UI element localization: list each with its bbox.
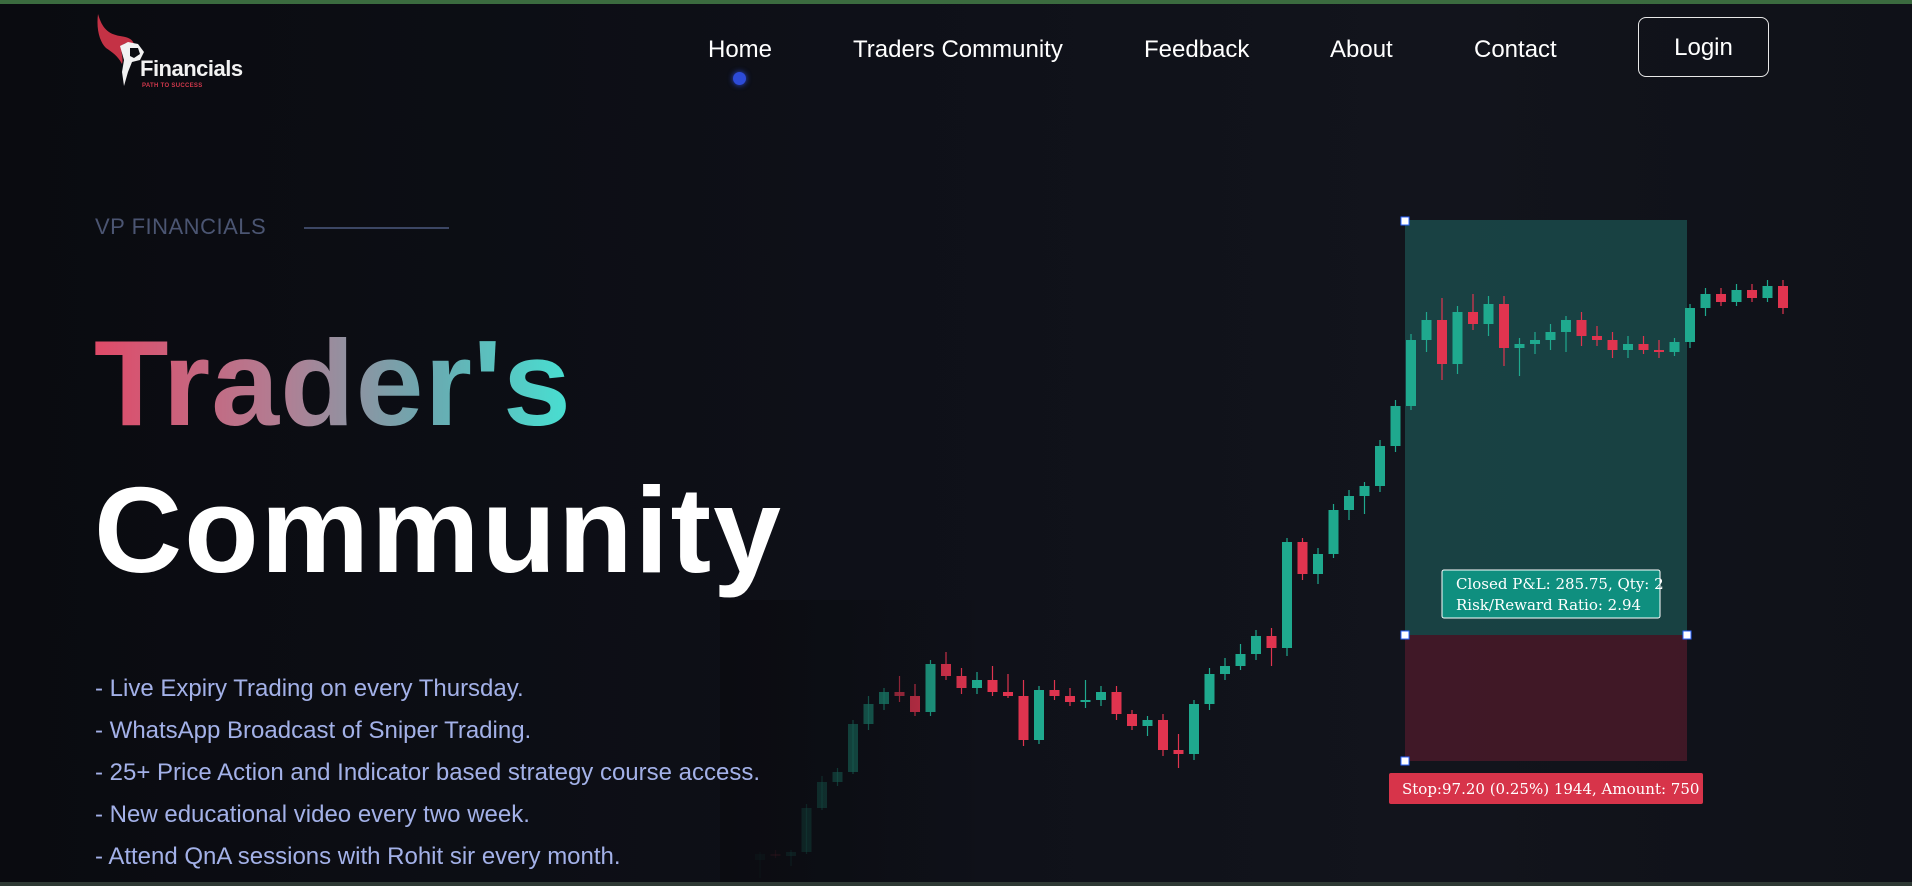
candle-up xyxy=(1282,542,1292,648)
active-nav-indicator xyxy=(733,72,746,85)
candle-up xyxy=(1669,342,1680,352)
candle-up xyxy=(1483,304,1494,324)
zone-handle-top-left[interactable] xyxy=(1400,216,1410,226)
candle-up xyxy=(1685,308,1695,342)
feature-item: - WhatsApp Broadcast of Sniper Trading. xyxy=(95,717,532,744)
brand-logo[interactable]: Financials PATH TO SUCCESS xyxy=(94,12,254,89)
candle-up xyxy=(1375,446,1385,486)
pnl-label-line1: Closed P&L: 285.75, Qty: 2 xyxy=(1456,575,1664,593)
candle-up xyxy=(1561,320,1571,332)
candle-up xyxy=(1328,510,1339,554)
candle-up xyxy=(1623,344,1633,350)
main-nav: Home Traders Community Feedback About Co… xyxy=(0,18,1912,78)
candle-up xyxy=(1034,690,1044,740)
hero-title-line2: Community xyxy=(94,462,783,598)
bottom-border xyxy=(0,882,1912,886)
top-accent-line xyxy=(0,0,1912,4)
candle-down xyxy=(1111,692,1122,714)
candle-up xyxy=(1313,554,1323,574)
candle-up xyxy=(1421,320,1432,340)
candle-down xyxy=(1437,320,1447,364)
candle-down xyxy=(1747,290,1757,298)
pnl-label: Closed P&L: 285.75, Qty: 2 Risk/Reward R… xyxy=(1441,569,1664,619)
zone-handle-mid-right[interactable] xyxy=(1682,630,1692,640)
candle-up xyxy=(1406,340,1416,406)
candle-up xyxy=(1189,704,1199,754)
stop-label-text: Stop:97.20 (0.25%) 1944, Amount: 750 xyxy=(1402,780,1699,798)
candle-up xyxy=(1204,674,1215,704)
candle-up xyxy=(1530,340,1540,344)
candle-down xyxy=(1654,350,1664,352)
candle-up xyxy=(1452,312,1463,364)
candle-down xyxy=(1638,344,1649,350)
candle-down xyxy=(1127,714,1137,726)
target-zone xyxy=(1405,220,1687,635)
eyebrow-divider xyxy=(304,227,449,229)
candle-down xyxy=(1173,750,1184,754)
bull-icon xyxy=(97,14,144,86)
hero-title-line1: Trader's xyxy=(94,315,572,451)
candle-down xyxy=(1065,696,1075,702)
candle-down xyxy=(1297,542,1308,574)
nav-feedback[interactable]: Feedback xyxy=(1144,36,1250,63)
candle-up xyxy=(1514,344,1525,348)
stop-label: Stop:97.20 (0.25%) 1944, Amount: 750 xyxy=(1389,773,1703,804)
candle-up xyxy=(1251,636,1261,654)
nav-about[interactable]: About xyxy=(1330,36,1393,63)
candle-down xyxy=(1499,304,1509,348)
candle-up xyxy=(1545,332,1556,340)
candle-down xyxy=(1592,336,1602,340)
candle-up xyxy=(1142,720,1153,726)
stop-zone xyxy=(1405,635,1687,761)
candle-down xyxy=(1158,720,1168,750)
brand-name: Financials xyxy=(140,56,243,81)
feature-item: - New educational video every two week. xyxy=(95,801,530,828)
brand-tagline: PATH TO SUCCESS xyxy=(142,83,203,89)
candle-up xyxy=(1220,666,1230,674)
candle-down xyxy=(1018,696,1029,740)
zone-handle-bottom-left[interactable] xyxy=(1400,756,1410,766)
nav-traders-community[interactable]: Traders Community xyxy=(853,36,1063,63)
candle-up xyxy=(1096,692,1106,700)
hero-eyebrow: VP FINANCIALS xyxy=(95,214,267,239)
pnl-label-line2: Risk/Reward Ratio: 2.94 xyxy=(1456,596,1641,614)
candle-down xyxy=(987,680,998,692)
candle-up xyxy=(1700,294,1711,308)
feature-item: - Attend QnA sessions with Rohit sir eve… xyxy=(95,843,621,870)
nav-home[interactable]: Home xyxy=(708,36,773,63)
feature-item: - 25+ Price Action and Indicator based s… xyxy=(95,759,761,786)
candle-up xyxy=(1762,286,1773,298)
feature-item: - Live Expiry Trading on every Thursday. xyxy=(95,675,524,702)
candle-up xyxy=(1359,486,1370,496)
candle-down xyxy=(1468,312,1478,324)
candle-down xyxy=(1778,286,1788,308)
login-button[interactable]: Login xyxy=(1638,17,1769,77)
candle-down xyxy=(1576,320,1587,336)
candle-down xyxy=(1266,636,1277,648)
candle-down xyxy=(1716,294,1726,302)
candle-down xyxy=(1003,692,1013,696)
nav-contact[interactable]: Contact xyxy=(1474,36,1557,63)
feature-list: - Live Expiry Trading on every Thursday.… xyxy=(95,668,760,878)
candle-up xyxy=(1731,290,1742,302)
zone-handle-mid-left[interactable] xyxy=(1400,630,1410,640)
candle-up xyxy=(1080,700,1091,702)
candle-up xyxy=(1390,406,1401,446)
candle-down xyxy=(1607,340,1618,350)
candle-up xyxy=(1235,654,1246,666)
candle-up xyxy=(1344,496,1354,510)
candle-down xyxy=(1049,690,1060,696)
